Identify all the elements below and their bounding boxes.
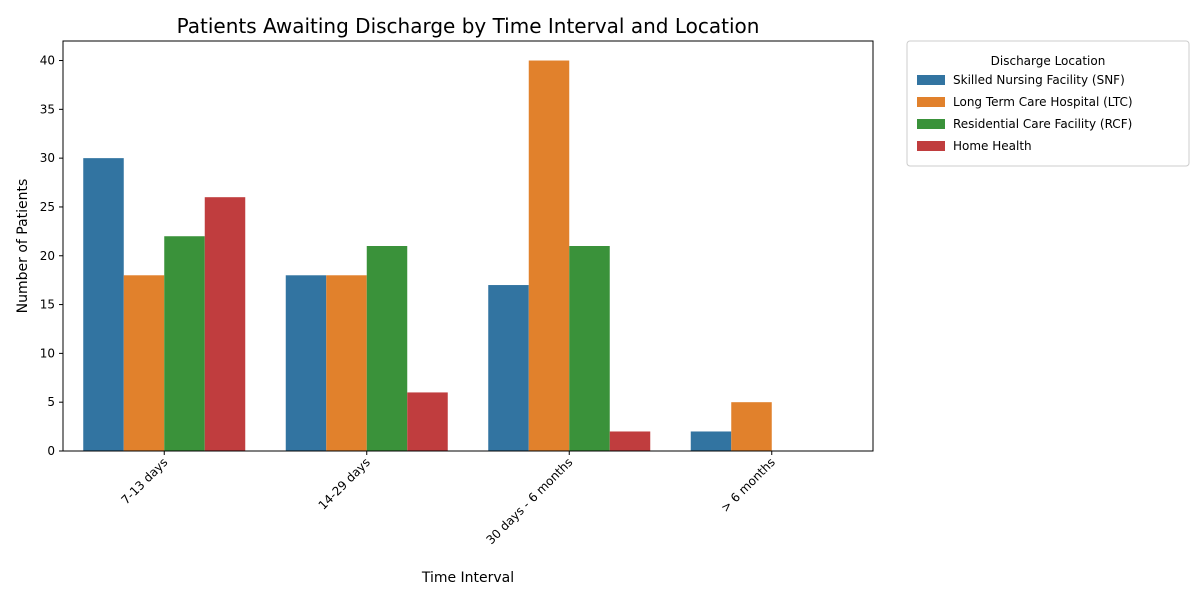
bar [123, 275, 165, 451]
y-tick-label: 25 [40, 200, 55, 214]
legend-title: Discharge Location [991, 54, 1106, 68]
bar [528, 60, 570, 452]
legend-swatch [917, 141, 945, 151]
y-tick-label: 5 [47, 395, 55, 409]
x-axis-label: Time Interval [421, 570, 514, 586]
bar [690, 431, 732, 451]
x-tick-label: > 6 months [718, 455, 778, 515]
y-tick-label: 40 [40, 54, 55, 68]
legend-entry-label: Residential Care Facility (RCF) [953, 117, 1132, 131]
legend-entry-label: Long Term Care Hospital (LTC) [953, 95, 1133, 109]
x-tick-label: 7-13 days [118, 455, 170, 507]
chart-title: Patients Awaiting Discharge by Time Inte… [177, 14, 760, 38]
bar [488, 285, 529, 451]
bar [204, 197, 246, 451]
bar [366, 246, 408, 451]
y-tick-label: 15 [40, 298, 55, 312]
bar [326, 275, 367, 451]
bar [407, 392, 448, 451]
bar [164, 236, 205, 451]
plot-frame [62, 40, 874, 452]
x-axis: 7-13 days 14-29 days 30 days - 6 months > 6… [118, 451, 778, 547]
bar [731, 402, 772, 451]
y-tick-label: 0 [47, 444, 55, 458]
y-tick-label: 30 [40, 151, 55, 165]
legend-swatch [917, 75, 945, 85]
legend: Discharge Location Skilled Nursing Facil… [906, 40, 1190, 167]
legend-frame [906, 40, 1190, 167]
legend-entry-label: Home Health [953, 139, 1032, 153]
bar [609, 431, 651, 451]
y-tick-label: 20 [40, 249, 55, 263]
legend-entry-label: Skilled Nursing Facility (SNF) [953, 73, 1125, 87]
y-axis-label: Number of Patients [15, 179, 31, 314]
legend-swatch [917, 97, 945, 107]
x-tick-label: 14-29 days [316, 455, 373, 512]
legend-swatch [917, 119, 945, 129]
y-axis: 0 5 10 15 20 25 30 35 40 [40, 54, 63, 458]
bar [569, 246, 610, 451]
bar [285, 275, 327, 451]
bars-group [83, 60, 772, 452]
y-tick-label: 10 [40, 346, 55, 360]
x-tick-label: 30 days - 6 months [483, 455, 575, 547]
y-tick-label: 35 [40, 102, 55, 116]
bar [83, 158, 124, 451]
